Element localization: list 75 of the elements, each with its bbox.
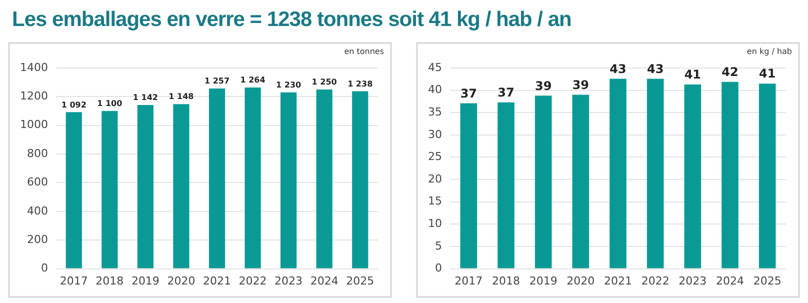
x-tick-label: 2019 [131,274,160,288]
bar [460,103,478,268]
y-tick-label: 40 [428,83,442,96]
bar [352,91,368,268]
y-tick-label: 45 [428,60,442,74]
y-tick-label: 1400 [20,60,48,74]
data-label: 43 [646,62,664,76]
data-label: 1 257 [204,76,230,86]
y-tick-label: 15 [428,194,442,208]
data-label: 1 100 [97,99,123,108]
x-tick-label: 2023 [274,274,303,288]
bar [66,112,82,268]
data-label: 43 [610,62,626,76]
bar [102,111,118,268]
x-tick-label: 2025 [346,274,374,288]
y-tick-label: 600 [26,176,48,189]
x-tick-label: 2024 [716,274,744,288]
bar [722,82,738,268]
x-tick-label: 2025 [753,274,782,288]
data-label: 37 [460,86,478,100]
data-label: 1 264 [240,76,266,85]
bar [316,90,332,268]
bar [244,88,261,268]
bar [758,84,776,268]
y-tick-label: 30 [428,128,442,141]
x-tick-label: 2017 [60,274,88,288]
x-tick-label: 2018 [96,274,124,288]
x-tick-label: 2024 [310,274,338,288]
data-label: 1 250 [312,78,338,87]
y-tick-label: 200 [26,232,48,246]
x-tick-label: 2018 [492,274,520,288]
x-tick-label: 2019 [529,274,558,288]
y-tick-label: 1200 [20,90,48,103]
x-tick-label: 2020 [566,274,595,288]
y-tick-label: 10 [428,217,442,230]
y-tick-label: 20 [428,172,442,186]
bar [173,104,190,268]
data-label: 1 238 [348,79,374,88]
data-label: 42 [722,64,738,79]
y-tick-label: 1000 [20,118,48,132]
data-label: 37 [498,85,514,100]
data-label: 1 230 [276,80,302,90]
text: en kg / hab [746,47,792,56]
bar [572,94,590,268]
bar [684,84,702,268]
y-tick-label: 35 [428,105,442,118]
bar [498,102,514,268]
bar [610,78,626,268]
data-label: 1 142 [132,93,158,102]
data-label: 41 [758,66,776,81]
y-tick-label: 400 [26,204,48,218]
x-tick-label: 2022 [238,274,267,288]
y-tick-label: 0 [40,262,48,275]
y-tick-label: 5 [434,239,442,252]
data-label: 39 [534,78,552,93]
data-label: 1 092 [61,100,86,110]
bar [208,88,226,268]
data-label: 1 148 [168,92,194,102]
x-tick-label: 2023 [678,274,707,288]
x-tick-label: 2021 [604,274,632,288]
data-label: 39 [572,78,590,92]
x-tick-label: 2022 [641,274,670,288]
bar [137,105,154,268]
x-tick-label: 2021 [202,274,231,288]
chart-title: Les emballages en verre = 1238 tonnes soit 41 kg / hab / an [12,8,572,32]
x-tick-label: 2017 [454,274,483,288]
bar [280,92,297,268]
x-tick-label: 2020 [167,274,196,288]
bar [534,96,552,268]
y-tick-label: 25 [428,150,442,164]
data-label: 41 [684,68,702,82]
text: en tonnes [344,47,384,56]
y-tick-label: 800 [26,146,48,160]
bar [646,78,664,268]
y-tick-label: 0 [434,262,442,275]
